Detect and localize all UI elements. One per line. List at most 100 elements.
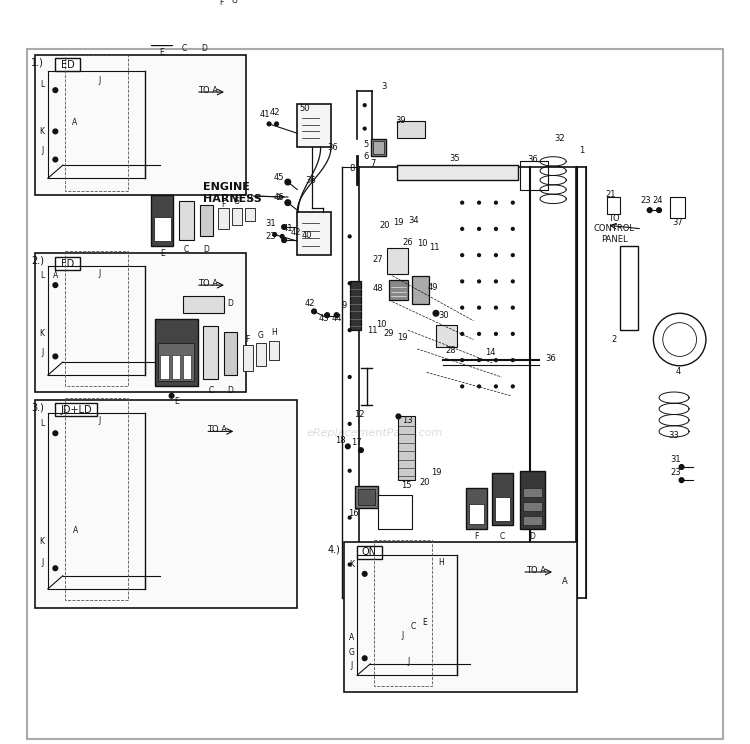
Bar [172, 354, 180, 379]
Circle shape [53, 129, 58, 134]
Bar [466, 487, 487, 529]
Bar [397, 121, 424, 138]
Bar [177, 2, 192, 38]
Bar [492, 472, 513, 525]
Text: 44: 44 [332, 315, 342, 324]
Text: 19: 19 [397, 333, 407, 342]
Text: 23: 23 [266, 232, 276, 241]
Text: A: A [349, 633, 354, 642]
Text: E: E [160, 248, 164, 257]
Bar [397, 165, 518, 180]
Text: 28: 28 [446, 346, 456, 356]
Text: C: C [411, 622, 416, 631]
Bar [620, 246, 638, 330]
Text: J: J [350, 661, 352, 670]
Circle shape [53, 157, 58, 162]
Text: J: J [41, 558, 44, 567]
Circle shape [512, 333, 515, 336]
Circle shape [285, 200, 291, 205]
Bar [357, 546, 382, 559]
Text: 36: 36 [527, 155, 538, 164]
Circle shape [460, 307, 464, 309]
Text: 35: 35 [449, 154, 460, 163]
Text: 29: 29 [384, 330, 394, 339]
Bar [232, 208, 242, 225]
Text: 34: 34 [408, 216, 419, 225]
Circle shape [312, 309, 316, 314]
Circle shape [53, 431, 58, 435]
Circle shape [267, 122, 271, 126]
Text: 11: 11 [367, 326, 377, 335]
Bar [256, 343, 266, 366]
Circle shape [53, 354, 58, 359]
Text: 8: 8 [349, 164, 354, 173]
Text: 42: 42 [304, 299, 315, 309]
Text: F: F [245, 335, 250, 344]
Circle shape [460, 359, 464, 362]
Circle shape [53, 566, 58, 571]
Circle shape [53, 88, 58, 92]
Bar [151, 195, 173, 246]
Text: 6: 6 [363, 153, 368, 161]
Text: J: J [98, 416, 100, 425]
Text: J: J [41, 146, 44, 155]
Circle shape [362, 656, 367, 661]
Circle shape [478, 201, 481, 204]
Circle shape [680, 465, 684, 469]
Text: 7: 7 [370, 158, 376, 168]
Text: 32: 32 [554, 135, 565, 144]
Text: 1: 1 [578, 146, 584, 155]
Text: 21: 21 [605, 190, 616, 199]
Text: 45: 45 [273, 173, 284, 182]
Text: 10: 10 [416, 240, 427, 248]
Circle shape [494, 359, 497, 362]
Circle shape [274, 122, 278, 126]
Circle shape [494, 254, 497, 257]
Text: 40: 40 [302, 231, 312, 240]
Bar [198, 6, 211, 34]
Bar [203, 327, 218, 379]
Text: 30: 30 [438, 311, 448, 320]
Circle shape [433, 310, 439, 316]
Bar [413, 276, 429, 304]
Text: J: J [41, 348, 44, 357]
Text: 46: 46 [273, 193, 284, 202]
Text: F: F [474, 532, 478, 541]
Bar [374, 540, 432, 687]
Circle shape [282, 225, 286, 229]
Circle shape [363, 103, 366, 106]
Text: 36: 36 [545, 353, 556, 363]
Circle shape [348, 563, 351, 566]
Text: 42: 42 [269, 108, 280, 117]
Circle shape [512, 307, 515, 309]
Circle shape [285, 179, 291, 185]
Bar [244, 208, 255, 222]
Circle shape [346, 444, 350, 449]
Text: H: H [244, 0, 250, 1]
Circle shape [348, 376, 351, 379]
Text: C: C [182, 45, 188, 54]
Text: 3.): 3.) [31, 402, 44, 412]
Circle shape [478, 333, 481, 336]
Bar [670, 197, 686, 218]
Bar [344, 542, 577, 692]
Circle shape [358, 448, 363, 452]
Text: C: C [500, 532, 505, 541]
Text: E: E [159, 48, 164, 57]
Bar [469, 504, 484, 525]
Circle shape [348, 282, 351, 285]
Bar [34, 400, 297, 608]
Text: 50: 50 [299, 104, 310, 113]
Text: D: D [530, 532, 536, 541]
Text: C: C [209, 385, 214, 394]
Circle shape [494, 307, 497, 309]
Text: 15: 15 [400, 481, 411, 490]
Text: 1.): 1.) [31, 57, 44, 67]
Text: 19: 19 [430, 468, 441, 477]
Text: D: D [226, 299, 232, 309]
Circle shape [494, 228, 497, 231]
Circle shape [362, 571, 367, 576]
Bar [224, 332, 237, 375]
Text: D: D [228, 385, 233, 394]
Bar [378, 495, 412, 529]
